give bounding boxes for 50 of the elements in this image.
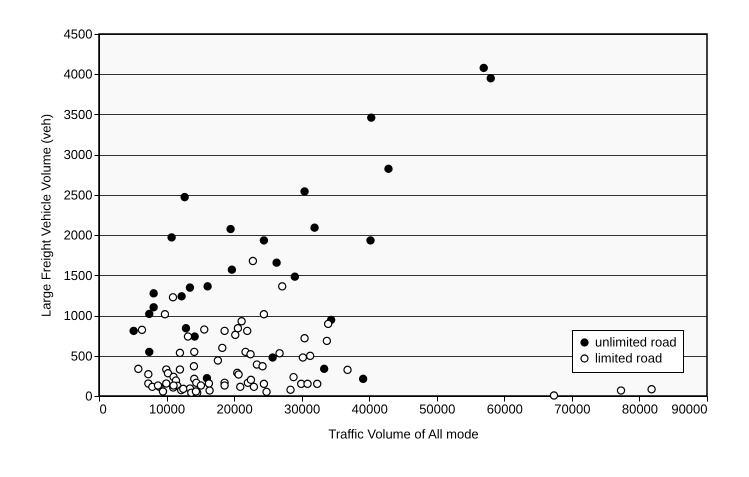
y-tick-label: 1000 xyxy=(64,308,92,324)
point xyxy=(129,326,138,336)
x-axis-title: Traffic Volume of All mode xyxy=(328,426,479,442)
point xyxy=(186,283,194,292)
point xyxy=(272,258,281,267)
point xyxy=(167,233,176,242)
x-tick-label: 0 xyxy=(100,402,107,416)
y-tick-label: 0 xyxy=(85,388,92,404)
point xyxy=(203,282,212,291)
point xyxy=(145,310,154,318)
point xyxy=(384,164,393,174)
y-axis-title: Large Freight Vehicle Volume (veh) xyxy=(38,114,54,318)
point xyxy=(358,374,368,384)
point xyxy=(228,266,236,274)
y-tick-label: 4500 xyxy=(64,26,92,42)
point xyxy=(486,74,495,82)
point xyxy=(226,224,235,234)
point xyxy=(480,64,488,72)
y-tick-label: 4000 xyxy=(64,66,92,82)
point xyxy=(366,236,375,245)
y-tick-label: 3000 xyxy=(64,147,92,162)
y-tick-label: 1500 xyxy=(64,268,92,283)
x-tick-label: 50000 xyxy=(419,402,456,416)
point xyxy=(149,289,158,298)
point xyxy=(177,292,186,301)
point xyxy=(260,236,268,245)
x-tick-label: 60000 xyxy=(486,402,523,416)
x-tick-label: 20000 xyxy=(216,402,253,416)
point xyxy=(320,364,328,374)
point xyxy=(268,353,277,362)
x-tick-label: 70000 xyxy=(554,402,590,416)
point xyxy=(367,113,376,122)
point xyxy=(145,348,154,356)
x-tick-label: 80000 xyxy=(622,402,658,416)
point xyxy=(149,303,158,312)
x-tick-label: 90000 xyxy=(671,402,708,416)
x-tick-label: 40000 xyxy=(352,402,388,416)
x-tick-label: 10000 xyxy=(148,402,186,416)
legend-label: unlimited road xyxy=(595,334,677,350)
y-tick-label: 500 xyxy=(70,348,92,364)
y-tick-label: 3500 xyxy=(64,106,92,122)
y-tick-label: 2000 xyxy=(64,228,92,243)
point xyxy=(182,324,190,332)
point xyxy=(180,192,189,202)
point xyxy=(310,224,319,232)
x-tick-label: 30000 xyxy=(284,402,320,416)
legend-label: limited road xyxy=(595,350,662,366)
point xyxy=(290,272,300,281)
point xyxy=(300,187,309,196)
y-tick-label: 2500 xyxy=(64,187,92,202)
